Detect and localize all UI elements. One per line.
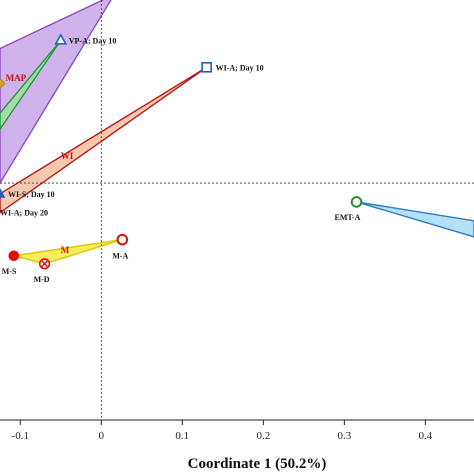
hull-wi <box>0 66 208 214</box>
point-m-s <box>8 250 20 262</box>
label-wi-s-day-10: WI-S; Day 10 <box>8 190 55 199</box>
group-labels: MAP WI M <box>6 73 74 255</box>
group-hulls <box>0 0 474 265</box>
point-m-d <box>38 258 51 270</box>
label-m-s: M-S <box>2 267 17 276</box>
point-vp-a-day-10 <box>54 33 68 45</box>
x-tick-label: 0.3 <box>337 430 351 442</box>
x-axis-title: Coordinate 1 (50.2%) <box>188 456 327 472</box>
x-tick-label: 0.1 <box>175 430 189 442</box>
label-wi-a-day-10: WI-A; Day 10 <box>216 63 264 72</box>
label-m-a: M-A <box>112 252 128 261</box>
x-tick-label: 0.2 <box>256 430 270 442</box>
group-label-wi: WI <box>61 151 74 161</box>
label-m-d: M-D <box>34 275 50 284</box>
hull-group-2 <box>0 39 62 131</box>
reference-lines <box>0 0 474 420</box>
hull-map <box>0 0 112 185</box>
point-wi-a-day-10 <box>201 62 212 73</box>
point-unlabeled-2 <box>0 78 6 89</box>
x-axis: -0.1 0 0.1 0.2 0.3 0.4 <box>0 419 474 442</box>
label-emt-a: EMT-A <box>335 213 361 222</box>
hull-group-4 <box>356 201 474 238</box>
x-tick-label: 0 <box>99 430 105 442</box>
x-tick-label: 0.4 <box>419 430 433 442</box>
group-label-m: M <box>61 245 70 255</box>
point-emt-a <box>350 196 363 208</box>
x-tick-label: -0.1 <box>12 430 29 442</box>
data-points <box>0 0 363 270</box>
group-label-map: MAP <box>6 73 27 83</box>
label-wi-a-day-20: WI-A; Day 20 <box>0 209 48 218</box>
point-m-a <box>116 233 129 246</box>
label-vp-a-day-10: VP-A; Day 10 <box>69 36 117 45</box>
point-wi-s-day-10 <box>0 187 6 198</box>
hull-m <box>13 238 123 265</box>
